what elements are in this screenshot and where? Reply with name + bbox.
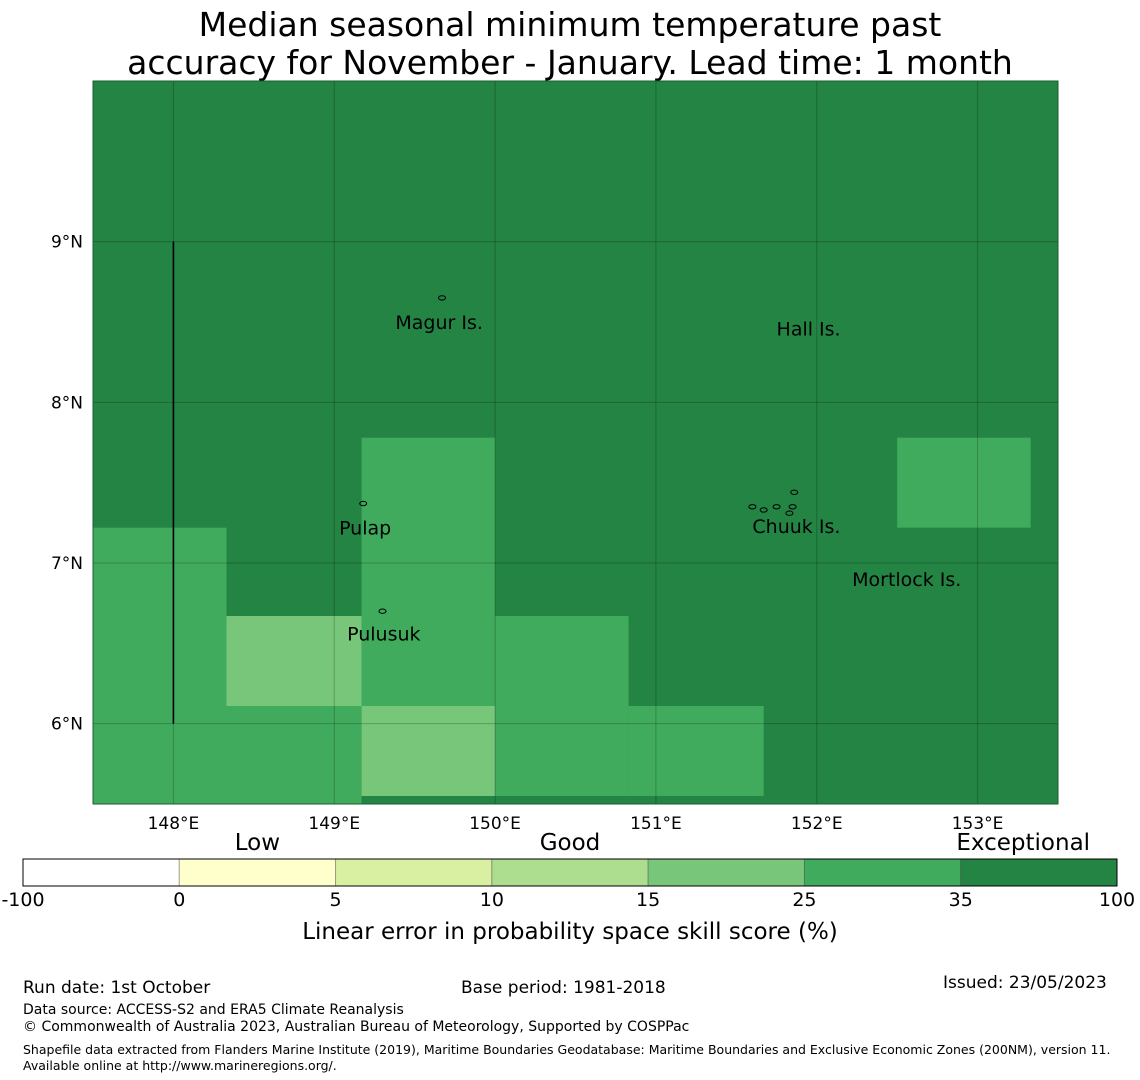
colorbar — [22, 858, 1118, 887]
x-tick-label: 153°E — [952, 814, 1004, 834]
colorbar-category-low: Low — [234, 830, 281, 856]
y-axis-ticks: 9°N 8°N 7°N 6°N — [51, 233, 83, 735]
colorbar-bin — [22, 858, 180, 887]
x-tick-label: 151°E — [630, 814, 682, 834]
x-tick-label: 148°E — [148, 814, 200, 834]
colorbar-category-good: Good — [539, 830, 601, 856]
island-outline — [378, 608, 387, 614]
issued-date: Issued: 23/05/2023 — [943, 973, 1107, 993]
colorbar-tick-label: 25 — [792, 889, 817, 911]
colorbar-tick-label: 35 — [948, 889, 973, 911]
colorbar-tick-label: 15 — [636, 889, 661, 911]
colorbar-category-exceptional: Exceptional — [956, 830, 1091, 856]
island-outlines — [359, 295, 799, 614]
skill-cell — [361, 437, 496, 706]
x-tick-label: 152°E — [791, 814, 843, 834]
x-axis-ticks: 148°E 149°E 150°E 151°E 152°E 153°E — [148, 814, 1004, 834]
colorbar-frame — [22, 858, 1118, 887]
colorbar-bin — [803, 858, 962, 887]
skill-cell — [226, 705, 362, 804]
island-outline — [359, 500, 368, 507]
colorbar-tick-label: 100 — [1098, 889, 1136, 911]
skill-cells — [93, 437, 1031, 804]
place-labels: Magur Is. Hall Is. Pulap Chuuk Is. Mortlock … — [339, 312, 961, 646]
base-period: Base period: 1981-2018 — [461, 978, 666, 998]
colorbar-bin — [178, 858, 337, 887]
skill-cell — [628, 705, 764, 796]
copyright: © Commonwealth of Australia 2023, Austra… — [23, 1019, 690, 1035]
x-tick-label: 149°E — [308, 814, 360, 834]
island-outline — [438, 295, 447, 301]
place-label: Pulap — [339, 518, 391, 540]
skill-cell — [93, 527, 227, 804]
place-label: Mortlock Is. — [852, 569, 961, 591]
x-tick-label: 150°E — [469, 814, 521, 834]
place-label: Hall Is. — [777, 318, 841, 340]
island-outline — [785, 510, 794, 516]
y-tick-label: 8°N — [51, 393, 83, 413]
place-label: Chuuk Is. — [752, 516, 840, 538]
colorbar-label: Linear error in probability space skill … — [302, 919, 838, 945]
place-label: Pulusuk — [347, 624, 420, 646]
island-outline — [759, 507, 768, 513]
y-tick-label: 7°N — [51, 554, 83, 574]
map-title: Median seasonal minimum temperature past… — [0, 6, 1140, 82]
y-tick-label: 6°N — [51, 715, 83, 735]
title-line-2: accuracy for November - January. Lead ti… — [127, 43, 1013, 82]
title-line-1: Median seasonal minimum temperature past — [198, 5, 942, 44]
colorbar-tick-label: 10 — [479, 889, 504, 911]
island-outline — [772, 504, 781, 510]
skill-cell — [495, 616, 629, 796]
colorbar-tick-label: 5 — [329, 889, 342, 911]
island-outline — [788, 504, 797, 510]
island-outline — [748, 504, 757, 510]
colorbar-bin — [491, 858, 649, 887]
colorbar-tick-label: -100 — [1, 889, 45, 911]
skill-cell — [226, 616, 362, 706]
colorbar-tick-label: 0 — [173, 889, 186, 911]
island-outline — [790, 489, 799, 496]
skill-cell — [897, 437, 1031, 528]
skill-cell — [361, 705, 496, 796]
colorbar-bin — [335, 858, 493, 887]
colorbar-bin — [647, 858, 805, 887]
colorbar-bin — [960, 858, 1118, 887]
place-label: Magur Is. — [395, 312, 483, 334]
y-tick-label: 9°N — [51, 233, 83, 253]
data-source: Data source: ACCESS-S2 and ERA5 Climate … — [23, 1002, 404, 1018]
run-date: Run date: 1st October — [23, 978, 211, 998]
map-frame — [92, 80, 1059, 805]
shapefile-credit: Shapefile data extracted from Flanders M… — [23, 1042, 1111, 1073]
